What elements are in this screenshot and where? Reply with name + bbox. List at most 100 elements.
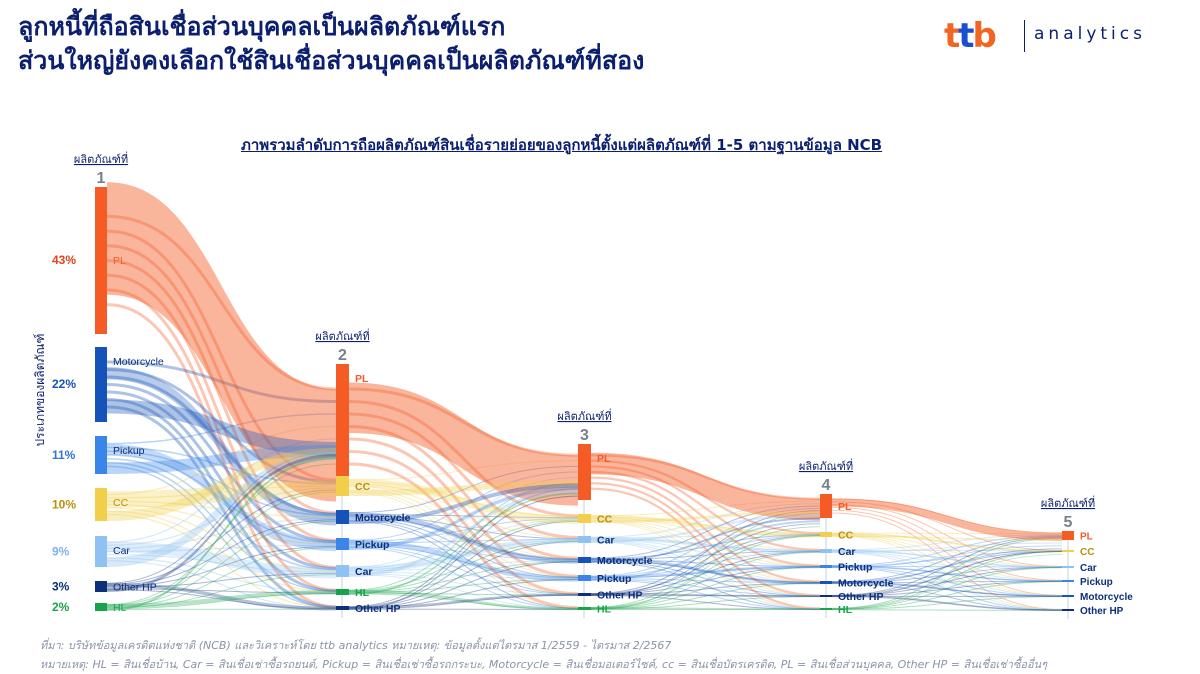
flow-link-pl-to-motorcycle: [348, 425, 579, 560]
flow-band-hl-to-pl: [591, 526, 820, 610]
flow-link-pickup-to-motorcycle: [348, 543, 579, 561]
flow-link-pl-to-pickup: [106, 259, 337, 542]
flow-band-car-stage-4: [832, 549, 1062, 569]
flow-link-other-hp-to-pickup: [106, 545, 337, 587]
flow-band-cc-stage-1: [107, 480, 336, 508]
flow-link-car-to-other-hp: [106, 560, 337, 610]
flow-link-car-to-car: [348, 539, 579, 571]
node-label-cc-stage-1: CC: [113, 497, 129, 509]
flow-link-other-hp-to-hl: [590, 594, 821, 610]
stage-header-number-4: 4: [822, 477, 831, 494]
flow-band-pickup-stage-4: [832, 565, 1062, 582]
title-line-2: ส่วนใหญ่ยังคงเลือกใช้สินเชื่อส่วนบุคคลเป…: [18, 46, 645, 75]
flow-link-cc-to-pickup: [348, 487, 579, 578]
flow-link-pl-to-cc: [106, 229, 337, 482]
flow-link-cc-to-cc: [831, 533, 1063, 552]
flow-link-hl-to-car: [590, 551, 821, 609]
flow-link-pl-to-car: [348, 412, 579, 539]
node-label-other-hp-stage-3: Other HP: [597, 590, 643, 602]
node-label-hl-stage-2: HL: [355, 587, 370, 599]
node-cc-stage-2: [336, 476, 349, 496]
flow-link-pickup-to-other-hp: [831, 566, 1063, 611]
flow-link-pl-to-hl: [590, 487, 821, 610]
flow-link-hl-to-car: [106, 574, 337, 609]
flow-link-hl-to-other-hp: [590, 596, 821, 610]
flow-band-car-to-pl: [832, 542, 1062, 553]
flow-link-motorcycle-to-cc: [106, 368, 337, 484]
flow-link-pl-to-pl: [348, 387, 579, 457]
node-label-pl-stage-4: PL: [838, 501, 852, 513]
flow-link-cc-to-other-hp: [590, 519, 821, 597]
node-label-other-hp-stage-2: Other HP: [355, 603, 401, 615]
flow-link-motorcycle-to-pl: [348, 465, 579, 514]
flow-link-motorcycle-to-motorcycle: [106, 375, 337, 516]
flow-link-hl-to-cc: [106, 491, 337, 606]
flow-link-car-to-motorcycle: [348, 560, 579, 572]
logo-divider: [1024, 20, 1025, 52]
flow-link-car-to-cc: [590, 533, 821, 539]
node-label-motorcycle-stage-1: Motorcycle: [113, 356, 164, 368]
flow-link-other-hp-to-pickup: [590, 566, 821, 595]
flow-link-other-hp-to-car: [348, 541, 579, 609]
flow-link-pl-to-pl: [831, 498, 1063, 534]
node-label-pickup-stage-1: Pickup: [113, 445, 145, 457]
flow-link-motorcycle-to-other-hp: [348, 519, 579, 595]
flow-link-pickup-to-pl: [831, 535, 1063, 567]
flow-link-other-hp-to-cc: [831, 550, 1063, 597]
flow-link-pl-to-cc: [831, 501, 1063, 551]
flow-band-cc-to-pl: [591, 511, 820, 523]
flow-link-motorcycle-to-pickup: [106, 383, 337, 544]
flow-link-motorcycle-to-other-hp: [831, 582, 1063, 611]
flow-link-pickup-to-hl: [348, 547, 579, 609]
flow-band-other-hp-stage-1: [107, 583, 336, 611]
flow-link-car-to-car: [106, 553, 337, 573]
flow-band-cc-to-pl: [349, 480, 578, 496]
logo-analytics-text: analytics: [1034, 24, 1146, 44]
flow-link-hl-to-car: [348, 540, 579, 592]
node-label-cc-stage-2: CC: [355, 481, 371, 493]
node-hl-stage-3: [578, 607, 591, 610]
flow-link-pickup-to-other-hp: [590, 578, 821, 597]
flow-band-cc-stage-3: [591, 514, 820, 538]
flow-band-car-stage-3: [591, 536, 820, 554]
flow-link-pickup-to-hl: [106, 461, 337, 593]
flow-link-pickup-to-motorcycle: [106, 450, 337, 517]
flow-link-car-to-pickup: [831, 550, 1063, 582]
flow-link-motorcycle-to-other-hp: [590, 560, 821, 597]
node-label-pl-stage-5: PL: [1080, 532, 1093, 543]
flow-band-cc-stage-4: [832, 532, 1062, 553]
flow-link-cc-to-cc: [106, 485, 337, 499]
flow-link-other-hp-to-motorcycle: [590, 582, 821, 596]
flow-link-hl-to-motorcycle: [348, 560, 579, 593]
flow-band-pickup-to-pl: [349, 486, 578, 550]
node-label-motorcycle-stage-5: Motorcycle: [1080, 592, 1133, 603]
flow-link-other-hp-to-other-hp: [590, 594, 821, 597]
node-pl-stage-5: [1062, 531, 1074, 540]
flow-link-pl-to-other-hp: [831, 512, 1063, 610]
flow-link-motorcycle-to-hl: [590, 561, 821, 610]
flow-band-pickup-stage-2: [349, 539, 578, 582]
node-other-hp-stage-5: [1062, 609, 1074, 611]
node-label-car-stage-5: Car: [1080, 563, 1097, 574]
node-label-motorcycle-stage-3: Motorcycle: [597, 555, 653, 567]
flow-link-cc-to-pl: [590, 500, 821, 517]
flow-link-car-to-other-hp: [590, 540, 821, 597]
node-label-cc-stage-5: CC: [1080, 547, 1094, 558]
flow-link-other-hp-to-pl: [106, 451, 337, 584]
flow-link-cc-to-pl: [106, 425, 337, 496]
flow-link-pl-to-other-hp: [348, 450, 579, 596]
flow-link-motorcycle-to-car: [106, 390, 337, 571]
flow-band-other-hp-stage-4: [832, 595, 1062, 611]
flow-band-hl-stage-1: [107, 590, 336, 608]
flow-band-pickup-to-pl: [107, 445, 336, 474]
flow-link-car-to-motorcycle: [106, 517, 337, 550]
node-motorcycle-stage-4: [820, 581, 832, 584]
flow-link-other-hp-to-car: [590, 551, 821, 595]
flow-link-pl-to-cc: [348, 400, 579, 518]
share-label-cc: 10%: [52, 498, 76, 512]
flow-link-pickup-to-cc: [106, 446, 337, 485]
flow-band-motorcycle-to-pl: [349, 483, 578, 524]
flow-link-car-to-pl: [831, 534, 1063, 551]
flow-band-pickup-to-pl: [591, 520, 820, 581]
flow-link-hl-to-motorcycle: [106, 520, 337, 607]
